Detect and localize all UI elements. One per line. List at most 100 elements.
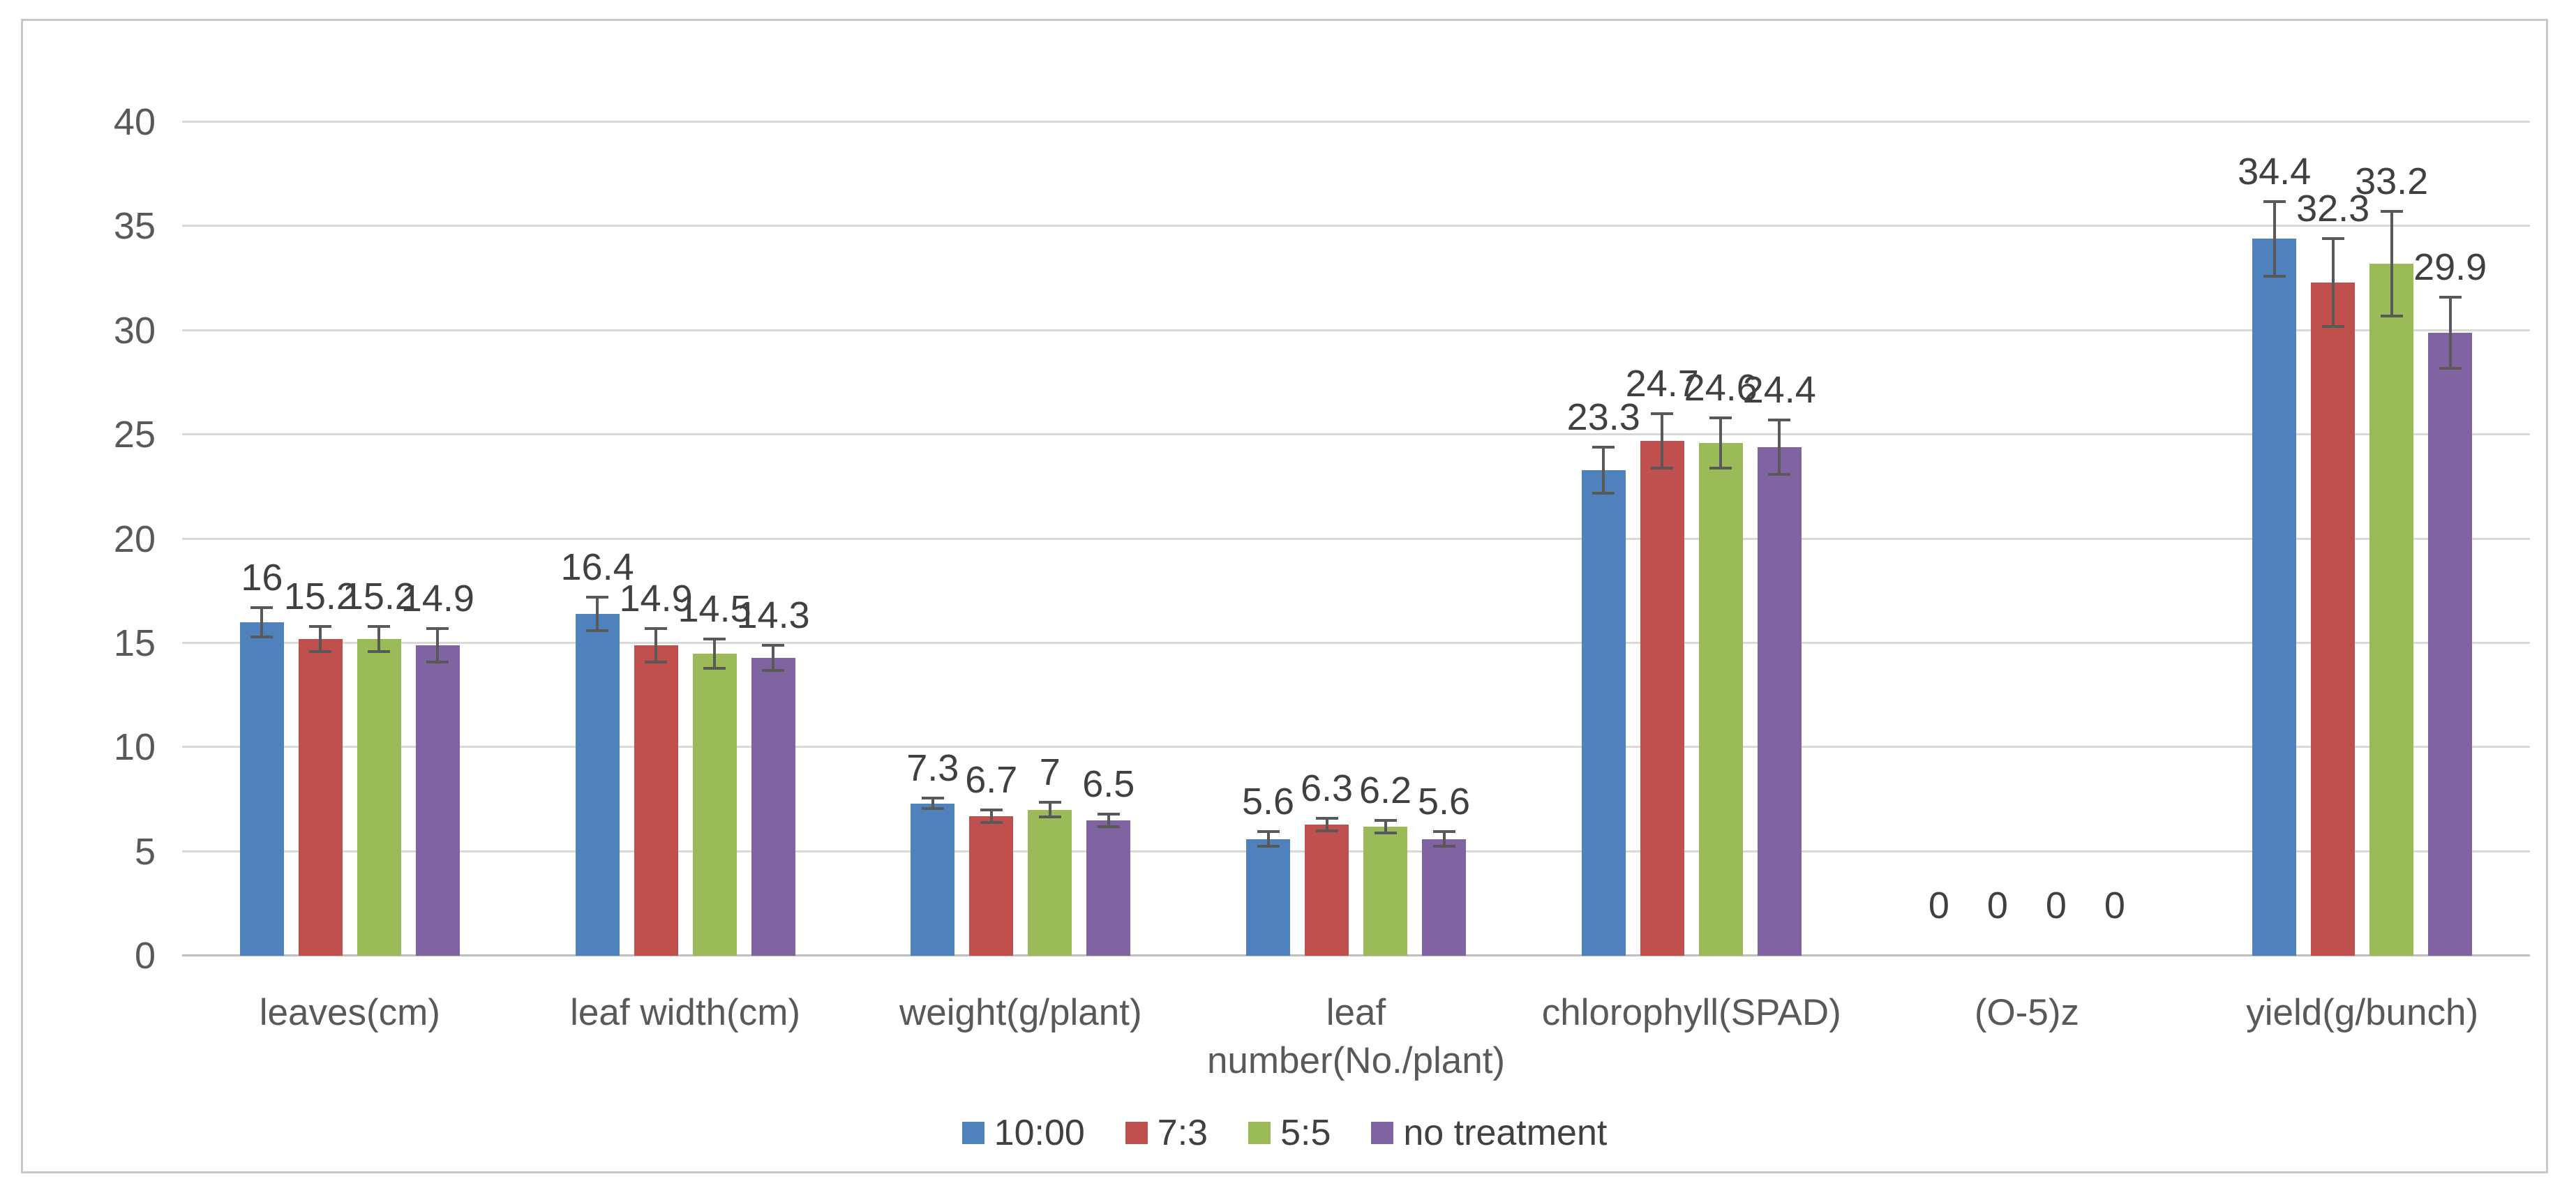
x-category-label: leaves(cm) <box>182 989 518 1085</box>
error-bar-cap <box>1038 816 1061 819</box>
legend-label: 10:00 <box>994 1113 1085 1153</box>
bar-value-label: 24.7 <box>1625 363 1699 405</box>
bar <box>1581 469 1626 956</box>
bar <box>1698 443 1743 956</box>
bar <box>1305 824 1349 956</box>
gridline <box>182 329 2530 331</box>
bar-slot: 14.9 <box>620 122 693 956</box>
error-bar <box>1325 818 1328 831</box>
bar-groups: 16 15.2 15.2 14.9 16.4 14.9 14.5 14.3 7.3 6.7 7 6.5… <box>182 122 2530 956</box>
bar-slot: 14.5 <box>678 122 751 956</box>
y-tick-label: 10 <box>113 726 156 769</box>
gridline <box>182 850 2530 852</box>
bar-slot: 0 <box>1975 122 2019 956</box>
bar <box>1422 839 1467 956</box>
x-category-label: (O-5)z <box>1859 989 2195 1085</box>
bar-slot: 34.4 <box>2238 122 2311 956</box>
bar-value-label: 16.4 <box>560 546 634 589</box>
error-bar-cap <box>2380 314 2403 317</box>
bar-value-label: 32.3 <box>2296 188 2370 230</box>
bar-value-label: 7 <box>1039 751 1061 794</box>
error-bar-cap <box>762 643 785 647</box>
bar-value-label: 15.2 <box>342 575 416 617</box>
error-bar-cap <box>586 596 609 599</box>
error-bar-cap <box>645 660 668 663</box>
legend-item: 10:00 <box>961 1113 1085 1153</box>
error-bar-cap <box>645 626 668 630</box>
error-bar-cap <box>250 635 274 638</box>
bar-value-label: 6.5 <box>1082 762 1135 805</box>
x-category-label: yield(g/bunch) <box>2194 989 2530 1085</box>
bar <box>2252 239 2297 956</box>
error-bar-cap <box>980 808 1003 811</box>
x-category-label-text: yield(g/bunch) <box>2246 992 2479 1033</box>
gridline <box>182 641 2530 644</box>
bar-value-label: 6.2 <box>1358 769 1412 811</box>
x-category-label-text: leaf number(No./plant) <box>1206 992 1506 1081</box>
error-bar-cap <box>2439 295 2462 299</box>
bar-value-label: 0 <box>2104 885 2125 926</box>
x-category-label-text: leaves(cm) <box>259 992 440 1033</box>
error-bar <box>596 597 599 631</box>
legend-swatch <box>1125 1122 1148 1144</box>
bar-slot: 16 <box>239 122 284 956</box>
bar <box>969 816 1014 956</box>
error-bar-cap <box>1038 801 1061 804</box>
error-bar-cap <box>1097 812 1120 816</box>
error-bar <box>1602 447 1605 493</box>
error-bar-cap <box>1097 825 1120 828</box>
error-bar-cap <box>703 666 726 670</box>
error-bar-cap <box>2380 210 2403 213</box>
error-bar <box>1442 832 1446 847</box>
bar-slot: 14.9 <box>401 122 474 956</box>
y-tick-label: 25 <box>113 414 156 456</box>
error-bar <box>772 645 775 670</box>
error-bar-cap <box>1374 831 1397 834</box>
bar-value-label: 6.3 <box>1300 767 1354 809</box>
error-bar-cap <box>1432 845 1455 848</box>
bar-value-label: 24.6 <box>1684 367 1758 410</box>
x-category-label: leaf width(cm) <box>518 989 853 1085</box>
category-group: 16 15.2 15.2 14.9 <box>182 122 518 956</box>
bar-value-label: 33.2 <box>2355 160 2429 203</box>
bar-value-label: 5.6 <box>1241 781 1295 823</box>
legend-swatch <box>1371 1122 1394 1144</box>
plot-area: 16 15.2 15.2 14.9 16.4 14.9 14.5 14.3 7.3 6.7 7 6.5… <box>182 121 2530 956</box>
error-bar <box>1661 414 1664 468</box>
bar-slot: 24.6 <box>1684 122 1758 956</box>
bar-slot: 24.7 <box>1626 122 1699 956</box>
y-axis: 0 5 10 15 20 25 30 35 40 <box>23 103 160 975</box>
error-bar-cap <box>1592 491 1615 495</box>
bar-slot: 6.5 <box>1082 122 1135 956</box>
bar-slot: 0 <box>1917 122 1961 956</box>
x-category-label-text: (O-5)z <box>1974 992 2080 1033</box>
bar-slot: 16.4 <box>561 122 634 956</box>
error-bar-cap <box>250 606 274 610</box>
error-bar <box>931 798 934 809</box>
bar-slot: 7 <box>1028 122 1072 956</box>
bar-slot: 6.7 <box>965 122 1017 956</box>
error-bar-cap <box>2321 324 2344 328</box>
error-bar <box>436 628 440 662</box>
bar-value-label: 6.7 <box>965 758 1018 801</box>
error-bar-cap <box>1592 446 1615 449</box>
error-bar <box>260 608 264 637</box>
bar <box>2428 332 2473 956</box>
x-category-label: chlorophyll(SPAD) <box>1524 989 1859 1085</box>
bar <box>1757 447 1802 956</box>
bar-slot: 6.2 <box>1359 122 1411 956</box>
x-axis-line <box>182 954 2530 956</box>
error-bar-cap <box>1257 830 1280 834</box>
error-bar-cap <box>1709 466 1732 469</box>
legend-item: 5:5 <box>1248 1115 1331 1151</box>
error-bar-cap <box>1768 419 1791 422</box>
error-bar-cap <box>921 797 944 800</box>
bar <box>415 645 460 956</box>
bar-slot: 0 <box>2034 122 2078 956</box>
gridline <box>182 433 2530 436</box>
error-bar <box>1384 820 1387 833</box>
bar-slot: 29.9 <box>2413 122 2487 956</box>
error-bar <box>1107 813 1110 827</box>
legend-swatch <box>1248 1122 1271 1144</box>
legend-item: no treatment <box>1371 1115 1607 1151</box>
